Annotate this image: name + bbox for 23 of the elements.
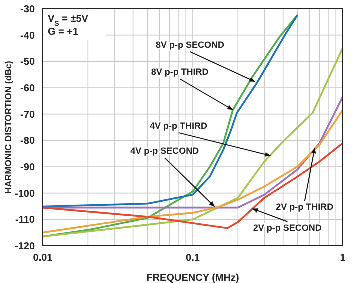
annotation: 2V p-p SECOND xyxy=(253,222,322,233)
y-tick-label: -50 xyxy=(20,57,36,68)
annotation: G = +1 xyxy=(48,27,80,38)
y-tick-label: -60 xyxy=(20,84,36,95)
y-tick-label: -110 xyxy=(16,215,36,226)
y-tick-label: -30 xyxy=(20,4,36,16)
y-axis-title: HARMONIC DISTORTION (dBc) xyxy=(4,61,14,194)
x-tick-label: 1 xyxy=(340,253,346,264)
y-tick-label: -90 xyxy=(20,162,36,174)
y-tick-label: -120 xyxy=(14,242,36,253)
x-tick-label: 0.01 xyxy=(33,253,54,264)
annotation: 8V p-p THIRD xyxy=(151,67,210,78)
annotation: 4V p-p THIRD xyxy=(150,120,208,131)
annotation: 2V p-p THIRD xyxy=(276,202,334,212)
x-tick-label: 0.1 xyxy=(186,253,200,264)
annotation: 8V p-p SECOND xyxy=(156,40,225,50)
y-tick-label: -80 xyxy=(20,136,36,148)
y-tick-label: -100 xyxy=(14,188,36,200)
annotation: 4V p-p SECOND xyxy=(130,146,200,156)
x-axis-title: FREQUENCY (MHz) xyxy=(146,273,240,283)
y-tick-label: -70 xyxy=(20,110,36,121)
y-tick-label: -40 xyxy=(20,30,36,42)
annotation: V$_{S}$ = ±5V xyxy=(48,14,89,28)
